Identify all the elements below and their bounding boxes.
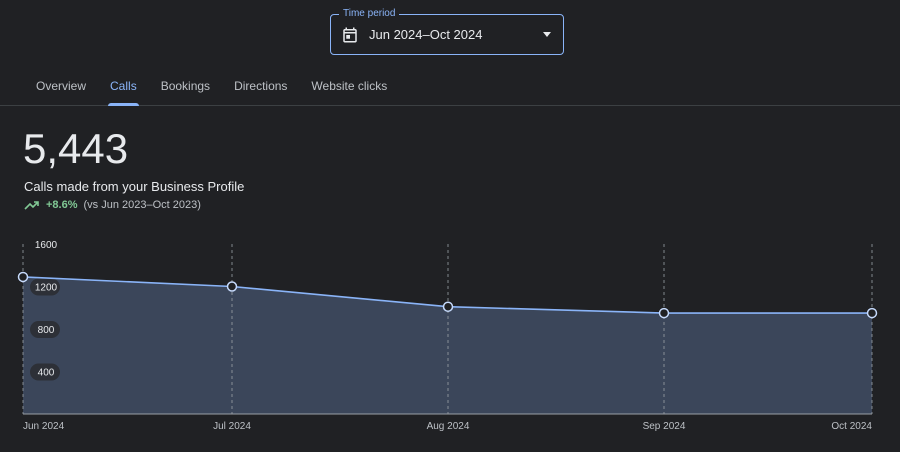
y-tick-label: 800 <box>38 325 55 336</box>
y-tick-label-bg <box>30 321 60 338</box>
trending-up-icon <box>24 199 40 211</box>
x-tick-label: Sep 2024 <box>643 421 686 432</box>
y-tick-label-bg <box>30 278 60 296</box>
tab-label: Bookings <box>160 79 211 93</box>
trend-summary: +8.6% (vs Jun 2023–Oct 2023) <box>24 199 201 211</box>
tab-label: Directions <box>234 79 288 93</box>
calls-area-chart: 1600 1200 800 400 Jun 2024 Jul 2024 Aug 2024 Se… <box>17 240 878 432</box>
tab-label: Website clicks <box>311 79 388 93</box>
comparison-period: (vs Jun 2023–Oct 2023) <box>83 199 201 211</box>
y-tick-label-bg <box>30 363 60 381</box>
metric-description: Calls made from your Business Profile <box>24 179 245 194</box>
time-period-label: Time period <box>339 8 400 20</box>
x-tick-label: Aug 2024 <box>427 421 470 432</box>
tab-calls[interactable]: Calls <box>98 70 149 106</box>
data-point <box>658 307 670 319</box>
data-point <box>17 271 29 283</box>
data-point <box>226 281 238 292</box>
tab-overview[interactable]: Overview <box>24 70 98 105</box>
y-tick-label: 1600 <box>35 240 58 251</box>
x-tick-label: Oct 2024 <box>831 421 872 432</box>
data-point <box>442 301 454 312</box>
y-tick-label: 1200 <box>35 283 58 294</box>
tab-label: Overview <box>36 79 87 93</box>
calendar-icon <box>341 26 359 44</box>
time-period-value: Jun 2024–Oct 2024 <box>369 27 483 42</box>
tab-bookings[interactable]: Bookings <box>149 70 222 105</box>
data-point <box>866 307 878 319</box>
total-calls-value: 5,443 <box>23 125 129 172</box>
x-tick-label: Jun 2024 <box>23 421 65 432</box>
chevron-down-icon <box>543 32 551 37</box>
x-tick-label: Jul 2024 <box>213 421 251 432</box>
tab-bar: Overview Calls Bookings Directions Websi… <box>0 70 900 106</box>
time-period-dropdown[interactable]: Time period Jun 2024–Oct 2024 <box>330 8 564 55</box>
change-percent: +8.6% <box>46 199 78 211</box>
tab-label: Calls <box>110 79 137 93</box>
tab-website-clicks[interactable]: Website clicks <box>299 70 399 105</box>
chart-area-fill <box>23 276 872 414</box>
y-tick-label: 400 <box>38 368 55 379</box>
tab-directions[interactable]: Directions <box>222 70 299 105</box>
